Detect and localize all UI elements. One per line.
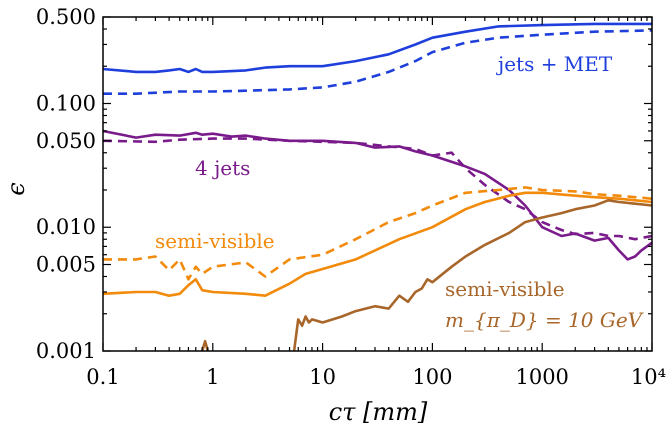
y-tick-label: 0.010 <box>36 215 96 239</box>
tick-labels: 0.1 1 10 100 1000 10⁴ 0.001 0.005 0.010 0.050 0.10… <box>36 5 666 389</box>
series-line-1 <box>103 29 653 95</box>
annotation-mass: m_{π_D} = 10 GeV <box>445 308 645 332</box>
series-line-3 <box>102 137 653 241</box>
x-tick-label: 100 <box>412 365 452 389</box>
series-line-0 <box>102 22 652 74</box>
annotation-semi-visible: semi-visible <box>155 229 275 253</box>
y-axis-label: ϵ <box>2 182 30 195</box>
y-tick-label: 0.100 <box>36 91 96 115</box>
y-tick-label: 0.005 <box>36 253 96 277</box>
series-line-4 <box>102 191 653 298</box>
y-tick-label: 0.001 <box>36 339 96 363</box>
x-tick-label: 10 <box>309 365 336 389</box>
series-line-5 <box>103 186 653 281</box>
series-line-7 <box>292 199 653 352</box>
annotation-jets-met: jets + MET <box>496 52 613 76</box>
plot-frame <box>102 16 653 352</box>
series-line-2 <box>102 129 653 261</box>
x-tick-label: 1000 <box>515 365 568 389</box>
axis-ticks <box>102 16 653 352</box>
x-tick-label: 0.1 <box>86 365 119 389</box>
y-tick-label: 0.050 <box>36 129 96 153</box>
x-axis-label: cτ [mm] <box>329 398 428 426</box>
x-tick-label: 10⁴ <box>631 365 666 389</box>
annotation-semi-visible-10gev: semi-visible <box>445 277 565 301</box>
series-lines <box>102 22 653 352</box>
annotation-4-jets: 4 jets <box>195 156 250 180</box>
y-tick-label: 0.500 <box>36 5 96 29</box>
series-line-6 <box>200 339 210 352</box>
x-tick-label: 1 <box>206 365 219 389</box>
